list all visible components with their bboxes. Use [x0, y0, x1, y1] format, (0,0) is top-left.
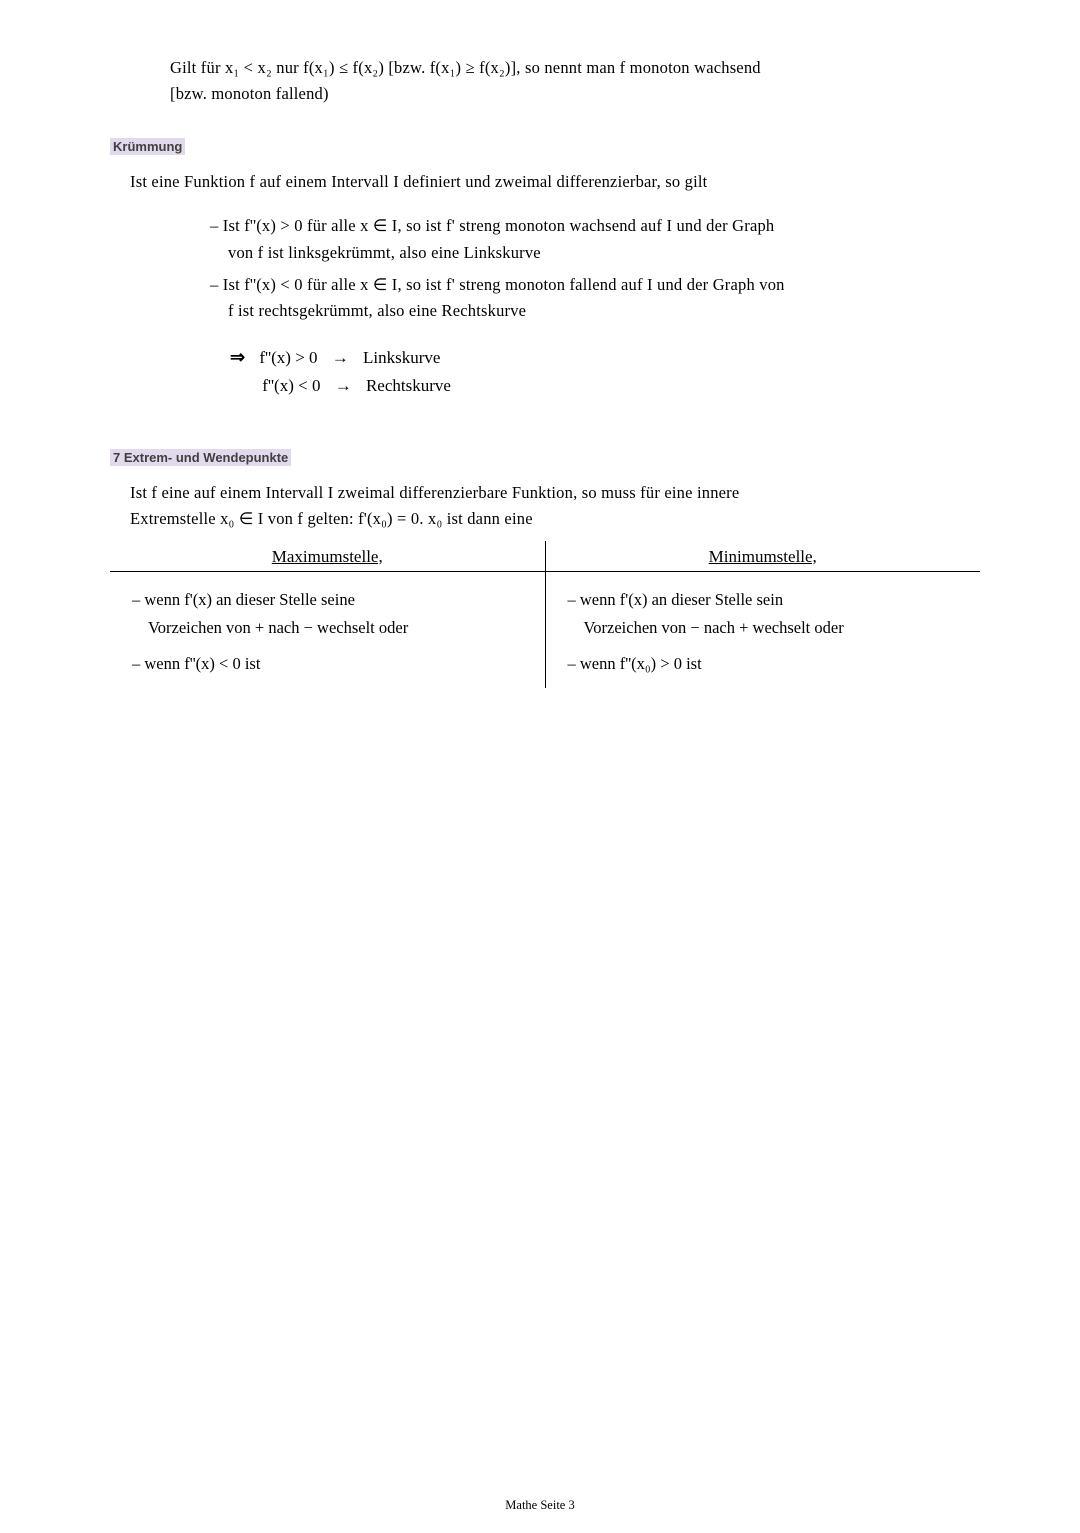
extrem-table: Maximumstelle, Minimumstelle, – wenn f'(…	[110, 541, 980, 688]
kruemmung-bullet2b: f ist rechtsgekrümmt, also eine Rechtsku…	[210, 301, 526, 320]
col2-line2: Vorzeichen von − nach + wechselt oder	[568, 618, 844, 637]
col2-header-text: Minimumstelle,	[709, 547, 817, 566]
col1-body: – wenn f'(x) an dieser Stelle seine Vorz…	[110, 571, 545, 688]
heading-extrem-wrap: 7 Extrem- und Wendepunkte	[110, 419, 980, 480]
extrem-para-line2: Extremstelle x₀ ∈ I von f gelten: f'(x₀)…	[130, 509, 533, 528]
double-arrow-icon: ⇒	[230, 347, 245, 367]
heading-kruemmung: Krümmung	[110, 138, 185, 155]
col1-line1: – wenn f'(x) an dieser Stelle seine	[132, 590, 355, 609]
extrem-para-line1: Ist f eine auf einem Intervall I zweimal…	[130, 483, 739, 502]
col1-header-text: Maximumstelle,	[272, 547, 383, 566]
kruemmung-bullet1a: – Ist f''(x) > 0 für alle x ∈ I, so ist …	[210, 216, 774, 235]
summary-rhs-1: Linkskurve	[363, 348, 440, 367]
col2-header: Minimumstelle,	[545, 541, 980, 572]
kruemmung-bullet2a: – Ist f''(x) < 0 für alle x ∈ I, so ist …	[210, 275, 785, 294]
summary-lhs-1: f''(x) > 0	[259, 348, 317, 367]
summary-lhs-2: f''(x) < 0	[262, 376, 320, 395]
col2-line1: – wenn f'(x) an dieser Stelle sein	[568, 590, 784, 609]
page-footer: Mathe Seite 3	[0, 1498, 1080, 1513]
heading-extrem: 7 Extrem- und Wendepunkte	[110, 449, 291, 466]
col1-header: Maximumstelle,	[110, 541, 545, 572]
col2-body: – wenn f'(x) an dieser Stelle sein Vorze…	[545, 571, 980, 688]
kruemmung-bullet1b: von f ist linksgekrümmt, also eine Links…	[210, 243, 541, 262]
extrem-paragraph: Ist f eine auf einem Intervall I zweimal…	[110, 480, 980, 533]
intro-paragraph: Gilt für x₁ < x₂ nur f(x₁) ≤ f(x₂) [bzw.…	[110, 55, 980, 108]
arrow-icon-2: →	[335, 376, 352, 395]
intro-line1: Gilt für x₁ < x₂ nur f(x₁) ≤ f(x₂) [bzw.…	[170, 58, 761, 77]
intro-line2: [bzw. monoton fallend)	[170, 84, 329, 103]
arrow-icon: →	[332, 348, 349, 367]
summary-rhs-2: Rechtskurve	[366, 376, 451, 395]
col1-line3: – wenn f''(x) < 0 ist	[132, 654, 260, 673]
table-header-row: Maximumstelle, Minimumstelle,	[110, 541, 980, 572]
table-body-row: – wenn f'(x) an dieser Stelle seine Vorz…	[110, 571, 980, 688]
kruemmung-summary: ⇒ f''(x) > 0 → Linkskurve f''(x) < 0 → R…	[110, 343, 980, 399]
heading-kruemmung-wrap: Krümmung	[110, 126, 980, 169]
kruemmung-bullet1: – Ist f''(x) > 0 für alle x ∈ I, so ist …	[110, 213, 980, 266]
kruemmung-para: Ist eine Funktion f auf einem Intervall …	[110, 169, 980, 195]
col1-line2: Vorzeichen von + nach − wechselt oder	[132, 618, 408, 637]
col2-line3: – wenn f''(x₀) > 0 ist	[568, 654, 702, 673]
kruemmung-bullet2: – Ist f''(x) < 0 für alle x ∈ I, so ist …	[110, 272, 980, 325]
